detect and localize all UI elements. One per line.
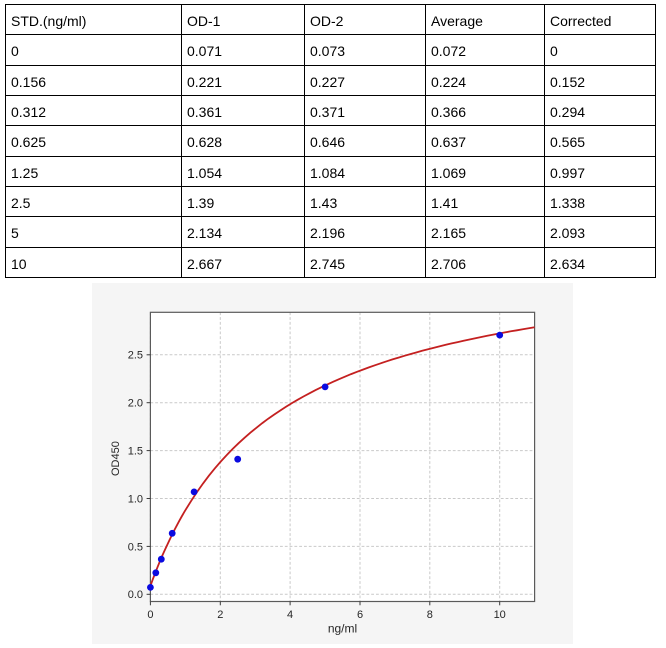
svg-text:0: 0 <box>147 609 153 621</box>
svg-text:4: 4 <box>287 609 293 621</box>
svg-text:6: 6 <box>357 609 363 621</box>
svg-text:10: 10 <box>494 609 506 621</box>
svg-text:2.0: 2.0 <box>128 398 143 410</box>
svg-text:2.5: 2.5 <box>128 350 143 362</box>
svg-text:8: 8 <box>427 609 433 621</box>
svg-text:1.5: 1.5 <box>128 446 143 458</box>
svg-text:0.0: 0.0 <box>128 589 143 601</box>
svg-text:OD450: OD450 <box>110 441 122 476</box>
svg-text:0.5: 0.5 <box>128 541 143 553</box>
svg-text:2: 2 <box>217 609 223 621</box>
svg-text:ng/ml: ng/ml <box>328 622 357 636</box>
svg-text:1.0: 1.0 <box>128 493 143 505</box>
